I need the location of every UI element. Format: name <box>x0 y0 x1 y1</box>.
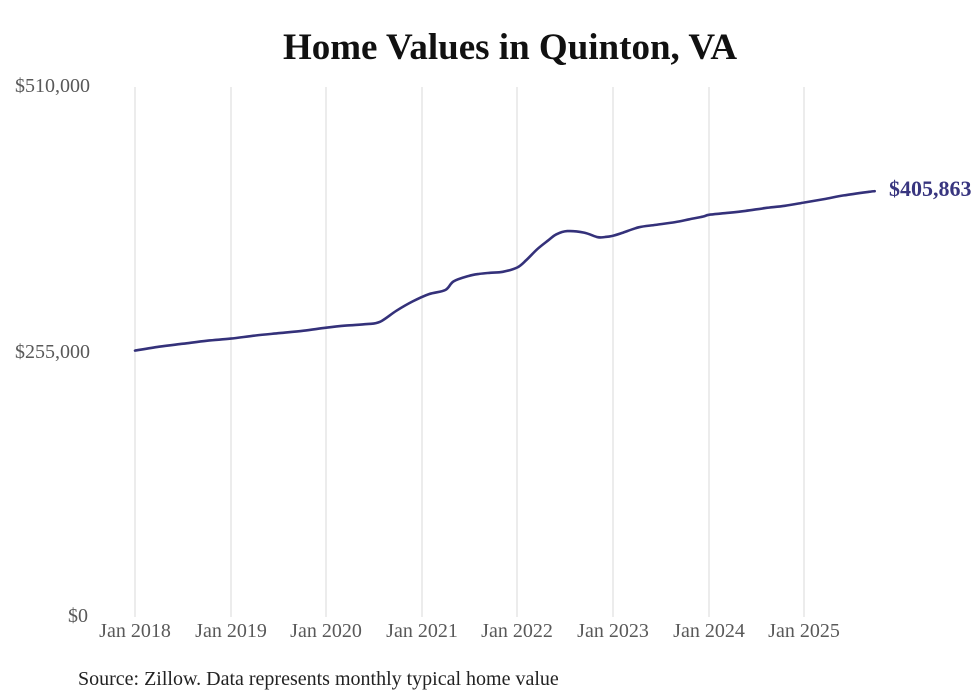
svg-text:$405,863: $405,863 <box>889 176 972 201</box>
svg-text:Jan 2025: Jan 2025 <box>768 620 840 642</box>
svg-text:Jan 2020: Jan 2020 <box>290 620 362 642</box>
svg-text:Jan 2024: Jan 2024 <box>673 620 745 642</box>
svg-text:Jan 2021: Jan 2021 <box>386 620 458 642</box>
svg-text:$255,000: $255,000 <box>15 341 90 363</box>
svg-text:Jan 2019: Jan 2019 <box>195 620 267 642</box>
svg-text:Jan 2023: Jan 2023 <box>577 620 649 642</box>
svg-text:$510,000: $510,000 <box>15 75 90 97</box>
svg-text:Jan 2022: Jan 2022 <box>481 620 553 642</box>
svg-text:$0: $0 <box>68 605 88 627</box>
svg-text:Jan 2018: Jan 2018 <box>99 620 171 642</box>
